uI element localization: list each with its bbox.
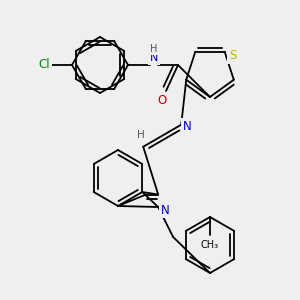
Text: N: N (150, 53, 158, 63)
Text: H: H (150, 44, 158, 54)
Text: S: S (229, 49, 236, 62)
Text: Cl: Cl (38, 58, 50, 71)
Text: CH₃: CH₃ (201, 240, 219, 250)
Text: O: O (158, 94, 166, 107)
Text: H: H (137, 130, 145, 140)
Text: N: N (183, 120, 192, 133)
Text: N: N (161, 203, 170, 217)
